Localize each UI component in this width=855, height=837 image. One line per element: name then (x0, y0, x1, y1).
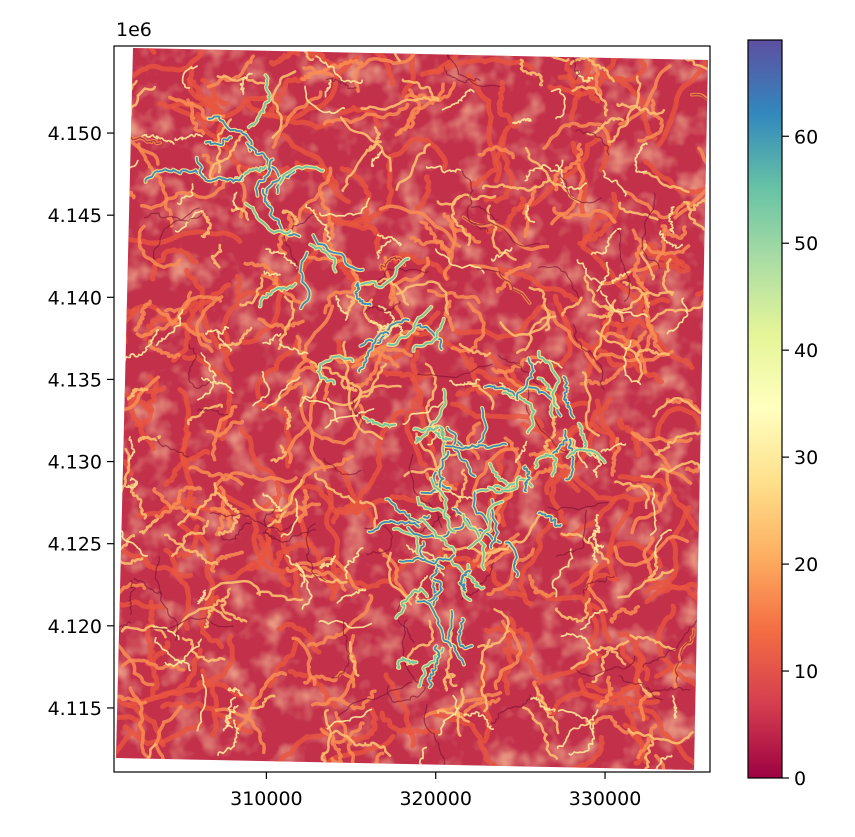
heatmap-raster (116, 48, 708, 770)
colorbar-tick-label: 10 (794, 661, 818, 683)
colorbar-frame (747, 39, 783, 779)
y-offset-label: 1e6 (116, 19, 152, 41)
colorbar-tick-label: 60 (794, 126, 818, 148)
colorbar-tick-label: 40 (794, 340, 818, 362)
x-tick-label: 320000 (399, 788, 472, 810)
y-tick-label: 4.135 (48, 369, 102, 391)
y-tick-label: 4.130 (48, 452, 102, 474)
x-tick-label: 330000 (569, 788, 642, 810)
colorbar-gradient (748, 40, 782, 778)
y-tick-label: 4.125 (48, 534, 102, 556)
colorbar-tick-label: 30 (794, 447, 818, 469)
y-tick-label: 4.120 (48, 616, 102, 638)
colorbar-tick-label: 0 (794, 768, 806, 790)
colorbar-tick-label: 50 (794, 233, 818, 255)
colorbar: 0 10 20 30 40 50 60 (747, 39, 818, 790)
plot-frame (113, 45, 711, 773)
y-tick-label: 4.140 (48, 287, 102, 309)
x-axis: 310000 320000 330000 (230, 772, 641, 810)
y-tick-label: 4.150 (48, 123, 102, 145)
y-tick-label: 4.115 (48, 698, 102, 720)
x-tick-label: 310000 (230, 788, 303, 810)
y-axis: 4.115 4.120 4.125 4.130 4.135 4.140 4.145 4.150 (48, 123, 114, 720)
y-tick-label: 4.145 (48, 205, 102, 227)
colorbar-tick-label: 20 (794, 554, 818, 576)
